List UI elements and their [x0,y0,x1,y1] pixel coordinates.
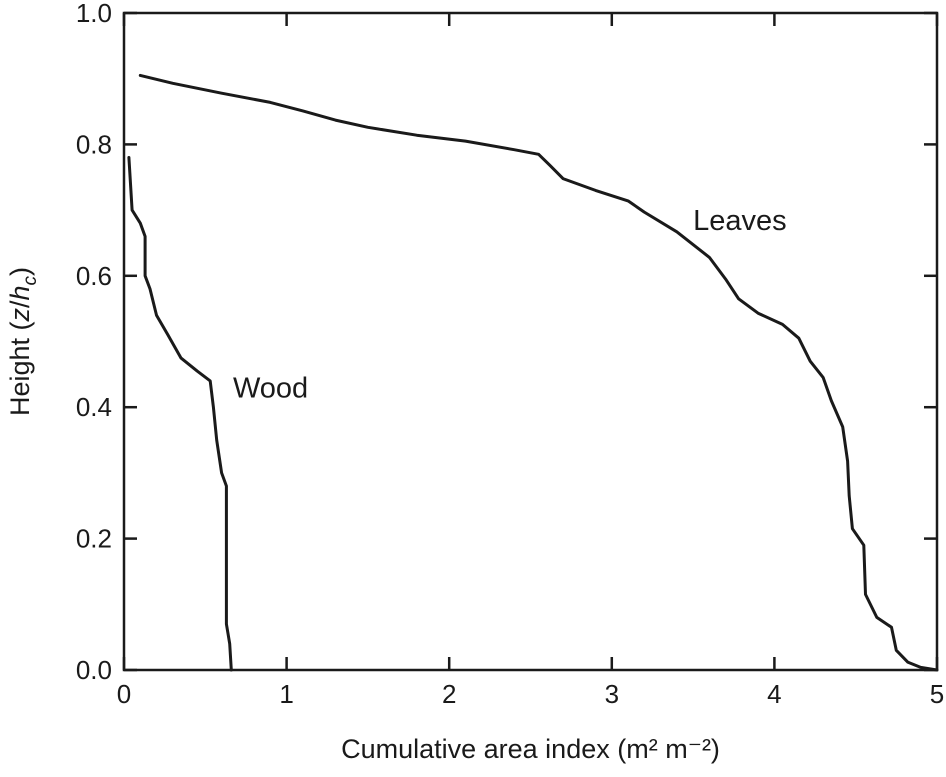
y-axis-label: Height (z/hc) [5,267,41,416]
annotation-leaves: Leaves [693,205,787,237]
annotations: Leaves Wood [233,205,787,405]
x-tick-label: 1 [279,679,293,709]
y-tick-label: 0.0 [76,655,112,685]
series-line-wood [127,156,233,672]
y-axis-label-slash: / [5,300,35,308]
annotation-wood: Wood [233,372,308,404]
series-line-leaves [138,73,939,672]
y-axis-label-var-h: h [5,285,35,300]
y-tick-label: 0.6 [76,261,112,291]
y-tick-label: 1.0 [76,0,112,28]
x-tick-label: 0 [117,679,131,709]
y-axis-label-var-z: z [5,308,35,323]
x-tick-label: 2 [442,679,456,709]
y-axis-label-prefix: Height ( [5,321,35,416]
x-tick-label: 4 [767,679,781,709]
x-axis-label: Cumulative area index (m² m⁻²) [341,734,720,764]
y-tick-label: 0.8 [76,129,112,159]
x-tick-label: 3 [605,679,619,709]
y-axis-label-subscript: c [20,275,41,285]
y-tick-label: 0.2 [76,524,112,554]
x-tick-label: 5 [930,679,944,709]
series-lines [127,73,939,672]
plot-frame [122,11,939,672]
tick-labels: 0 1 2 3 4 5 0.0 0.2 0.4 0.6 0.8 1.0 [76,0,944,709]
y-axis-label-suffix: ) [5,267,35,276]
axis-ticks [122,11,939,672]
y-tick-label: 0.4 [76,392,112,422]
